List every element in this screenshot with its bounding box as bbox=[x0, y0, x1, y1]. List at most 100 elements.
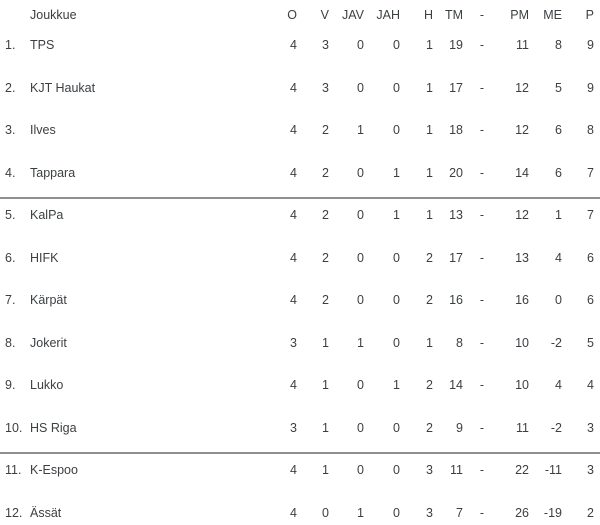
cell-points: 4 bbox=[587, 378, 594, 393]
cell-losses: 1 bbox=[426, 208, 433, 223]
cell-wins: 2 bbox=[322, 293, 329, 308]
cell-ot-wins: 0 bbox=[357, 463, 364, 478]
cell-points: 6 bbox=[587, 250, 594, 265]
cell-losses: 3 bbox=[426, 505, 433, 520]
cell-ot-losses: 0 bbox=[393, 80, 400, 95]
cell-separator: - bbox=[479, 208, 485, 223]
table-header-row: Joukkue O V JAV JAH H TM - PM ME P bbox=[0, 0, 594, 24]
table-row: 4. Tappara 4 2 0 1 1 20 - 14 6 7 bbox=[0, 152, 594, 195]
cell-wins: 1 bbox=[322, 378, 329, 393]
col-ot-wins: JAV bbox=[342, 7, 364, 22]
cell-separator: - bbox=[479, 123, 485, 138]
cell-ot-wins: 0 bbox=[357, 420, 364, 435]
cell-rank: 3. bbox=[5, 123, 16, 138]
cell-games-played: 4 bbox=[290, 165, 297, 180]
cell-losses: 2 bbox=[426, 378, 433, 393]
cell-points: 9 bbox=[587, 80, 594, 95]
cell-goal-diff: -19 bbox=[543, 505, 562, 520]
cell-goals-for: 8 bbox=[456, 335, 463, 350]
table-body: 1. TPS 4 3 0 0 1 19 - 11 8 9 2. KJT Hauk… bbox=[0, 24, 600, 525]
cell-team: Kärpät bbox=[30, 293, 67, 308]
cell-points: 3 bbox=[587, 463, 594, 478]
cell-goals-against: 16 bbox=[515, 293, 529, 308]
table-row: 6. HIFK 4 2 0 0 2 17 - 13 4 6 bbox=[0, 237, 594, 280]
cell-ot-wins: 0 bbox=[357, 38, 364, 53]
cell-losses: 1 bbox=[426, 80, 433, 95]
cell-goals-for: 11 bbox=[450, 463, 463, 478]
cell-goal-diff: 1 bbox=[555, 208, 562, 223]
col-losses: H bbox=[423, 7, 433, 22]
cell-goals-against: 14 bbox=[515, 165, 529, 180]
cell-separator: - bbox=[479, 505, 485, 520]
cell-ot-wins: 0 bbox=[357, 165, 364, 180]
cell-points: 7 bbox=[587, 165, 594, 180]
cell-separator: - bbox=[479, 463, 485, 478]
cell-losses: 1 bbox=[426, 335, 433, 350]
col-goal-diff: ME bbox=[543, 7, 562, 22]
cell-rank: 10. bbox=[5, 420, 23, 435]
col-wins: V bbox=[320, 7, 329, 22]
cell-goals-for: 19 bbox=[449, 38, 463, 53]
cell-goals-for: 20 bbox=[449, 165, 463, 180]
cell-team: KJT Haukat bbox=[30, 80, 96, 95]
cell-points: 3 bbox=[587, 420, 594, 435]
cell-points: 5 bbox=[587, 335, 594, 350]
cell-goals-against: 22 bbox=[515, 463, 529, 478]
cell-games-played: 4 bbox=[290, 208, 297, 223]
cell-goal-diff: -11 bbox=[544, 463, 562, 478]
cell-separator: - bbox=[479, 335, 485, 350]
cell-goal-diff: 5 bbox=[555, 80, 562, 95]
table-row: 9. Lukko 4 1 0 1 2 14 - 10 4 4 bbox=[0, 364, 594, 407]
col-goals-for: TM bbox=[444, 7, 463, 22]
cell-goals-against: 12 bbox=[515, 208, 529, 223]
cell-team: TPS bbox=[30, 38, 55, 53]
cell-games-played: 4 bbox=[290, 293, 297, 308]
cell-wins: 3 bbox=[322, 38, 329, 53]
cell-rank: 2. bbox=[5, 80, 16, 95]
cell-points: 9 bbox=[587, 38, 594, 53]
cell-losses: 1 bbox=[426, 38, 433, 53]
col-games-played: O bbox=[287, 7, 297, 22]
cell-goals-for: 14 bbox=[449, 378, 463, 393]
cell-wins: 2 bbox=[322, 123, 329, 138]
col-separator: - bbox=[479, 7, 485, 22]
cell-losses: 2 bbox=[426, 420, 433, 435]
cell-wins: 1 bbox=[322, 420, 329, 435]
cell-ot-wins: 0 bbox=[357, 293, 364, 308]
cell-points: 7 bbox=[587, 208, 594, 223]
cell-rank: 5. bbox=[5, 208, 16, 223]
cell-ot-losses: 0 bbox=[393, 293, 400, 308]
cell-separator: - bbox=[479, 38, 485, 53]
table-row: 10. HS Riga 3 1 0 0 2 9 - 11 -2 3 bbox=[0, 407, 594, 450]
cell-team: Jokerit bbox=[30, 335, 67, 350]
cell-losses: 1 bbox=[426, 165, 433, 180]
cell-team: Ässät bbox=[30, 505, 62, 520]
cell-goals-against: 11 bbox=[516, 420, 529, 435]
cell-goals-against: 26 bbox=[515, 505, 529, 520]
cell-team: Lukko bbox=[30, 378, 64, 393]
cell-wins: 1 bbox=[322, 463, 329, 478]
cell-games-played: 4 bbox=[290, 38, 297, 53]
table-row: 8. Jokerit 3 1 1 0 1 8 - 10 -2 5 bbox=[0, 322, 594, 365]
cell-points: 8 bbox=[587, 123, 594, 138]
cell-goals-for: 7 bbox=[456, 505, 463, 520]
col-team: Joukkue bbox=[30, 7, 77, 22]
cell-separator: - bbox=[479, 293, 485, 308]
cell-ot-wins: 0 bbox=[357, 80, 364, 95]
cell-separator: - bbox=[479, 80, 485, 95]
cell-games-played: 4 bbox=[290, 250, 297, 265]
cell-rank: 4. bbox=[5, 165, 16, 180]
cell-rank: 11. bbox=[5, 463, 22, 478]
cell-ot-losses: 0 bbox=[393, 250, 400, 265]
table-row: 11. K-Espoo 4 1 0 0 3 11 - 22 -11 3 bbox=[0, 449, 594, 492]
cell-ot-wins: 0 bbox=[357, 378, 364, 393]
cell-goal-diff: 8 bbox=[555, 38, 562, 53]
cell-ot-losses: 1 bbox=[393, 378, 400, 393]
cell-rank: 9. bbox=[5, 378, 16, 393]
cell-ot-wins: 1 bbox=[357, 505, 364, 520]
cell-team: HS Riga bbox=[30, 420, 77, 435]
cell-games-played: 4 bbox=[290, 378, 297, 393]
cell-ot-losses: 0 bbox=[393, 38, 400, 53]
cell-games-played: 4 bbox=[290, 123, 297, 138]
